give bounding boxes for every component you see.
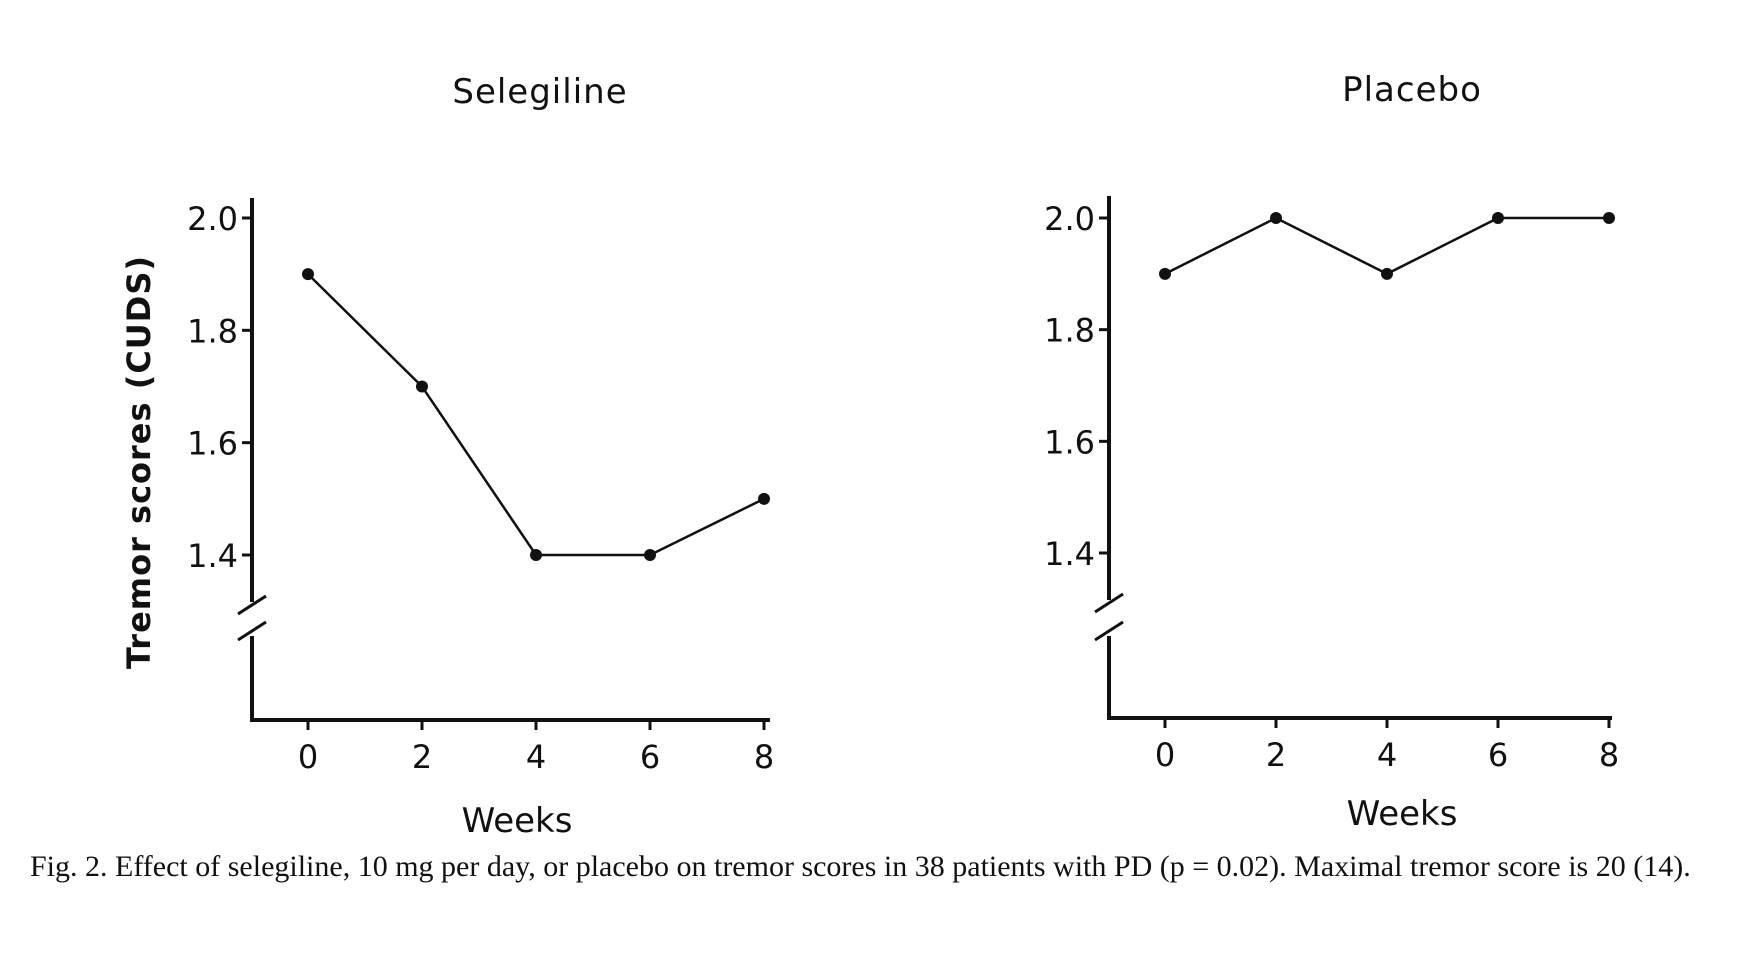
x-axis-label: Weeks [462, 801, 573, 841]
x-tick-label: 0 [298, 738, 318, 776]
chart-title: Selegiline [452, 72, 627, 112]
figure-caption: Fig. 2. Effect of selegiline, 10 mg per … [30, 850, 1691, 883]
x-tick-label: 4 [1377, 736, 1397, 774]
y-tick-label: 1.6 [187, 425, 238, 463]
axis-break-lower [237, 620, 267, 642]
chart-title: Placebo [1342, 70, 1482, 110]
selegiline-chart: Selegiline Weeks Tremor scores (CUDS) 1.… [120, 72, 774, 841]
x-tick-label: 0 [1155, 736, 1175, 774]
y-tick-label: 1.4 [187, 537, 238, 575]
axis-break-upper [237, 594, 267, 616]
y-tick-label: 1.4 [1044, 535, 1095, 573]
x-tick-label: 4 [526, 738, 546, 776]
data-point [1159, 267, 1171, 280]
x-tick-label: 2 [1266, 736, 1286, 774]
series-line [1164, 216, 1609, 276]
series-line [307, 273, 765, 557]
data-point [644, 549, 656, 561]
data-point [1603, 212, 1615, 224]
data-point [302, 268, 314, 281]
x-tick-label: 8 [754, 738, 774, 776]
x-tick-label: 2 [412, 738, 432, 776]
x-tick-label: 6 [640, 738, 660, 776]
data-point [1381, 267, 1393, 280]
y-tick-label: 2.0 [1044, 200, 1095, 238]
placebo-chart: Placebo Weeks 1.4 1.6 1.8 2.0 0 2 4 6 8 [1044, 70, 1619, 834]
y-tick-label: 2.0 [187, 200, 238, 238]
data-point [530, 549, 542, 561]
data-point [1270, 212, 1282, 224]
y-tick-label: 1.6 [1044, 423, 1095, 461]
y-tick-label: 1.8 [187, 312, 238, 350]
y-axis-label: Tremor scores (CUDS) [120, 255, 158, 669]
axis-break-lower [1094, 620, 1124, 642]
x-tick-label: 8 [1599, 736, 1619, 774]
data-point [1492, 212, 1504, 224]
data-point [758, 492, 770, 505]
x-tick-label: 6 [1488, 736, 1508, 774]
data-point [416, 380, 428, 393]
x-axis-label: Weeks [1347, 794, 1458, 834]
axis-break-upper [1094, 592, 1124, 614]
y-tick-label: 1.8 [1044, 312, 1095, 350]
